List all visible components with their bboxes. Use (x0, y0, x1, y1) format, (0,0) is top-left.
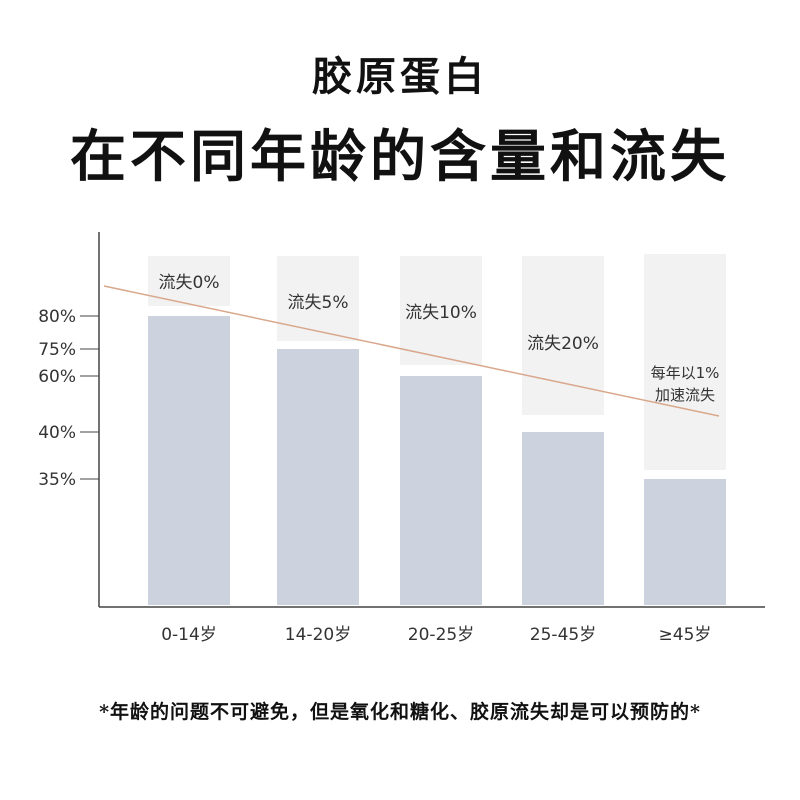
loss-label: 加速流失 (655, 386, 715, 404)
page-title-line-1: 胶原蛋白 (312, 53, 488, 100)
x-category-label: ≥45岁 (659, 625, 712, 645)
x-category-label: 20-25岁 (408, 625, 474, 645)
y-tick-label: 80% (38, 307, 76, 327)
x-category-label: 14-20岁 (285, 625, 351, 645)
x-category-label: 0-14岁 (161, 625, 217, 645)
loss-label: 流失10% (405, 303, 477, 323)
loss-label: 流失0% (159, 273, 220, 293)
loss-area-2 (277, 256, 359, 341)
bar-5 (644, 479, 726, 605)
y-tick-label: 40% (38, 423, 76, 443)
footnote: *年龄的问题不可避免，但是氧化和糖化、胶原流失却是可以预防的* (99, 701, 701, 723)
loss-label: 流失20% (527, 334, 599, 354)
bar-4 (522, 432, 604, 605)
bar-3 (400, 376, 482, 605)
y-tick-label: 60% (38, 367, 76, 387)
loss-area-5 (644, 254, 726, 470)
page-title-line-2: 在不同年龄的含量和流失 (70, 124, 730, 190)
bar-1 (148, 316, 230, 605)
loss-label: 每年以1% (651, 364, 720, 382)
collagen-bar-chart: 80% 75% 60% 40% 35% 流失0% 流失5% 流失10% 流失20% 每年以1% 加… (38, 232, 765, 645)
trend-line (103, 285, 720, 417)
loss-label: 流失5% (288, 293, 349, 313)
x-category-label: 25-45岁 (530, 625, 596, 645)
bar-2 (277, 349, 359, 605)
y-tick-label: 75% (38, 340, 76, 360)
y-tick-label: 35% (38, 470, 76, 490)
loss-area-3 (400, 256, 482, 365)
